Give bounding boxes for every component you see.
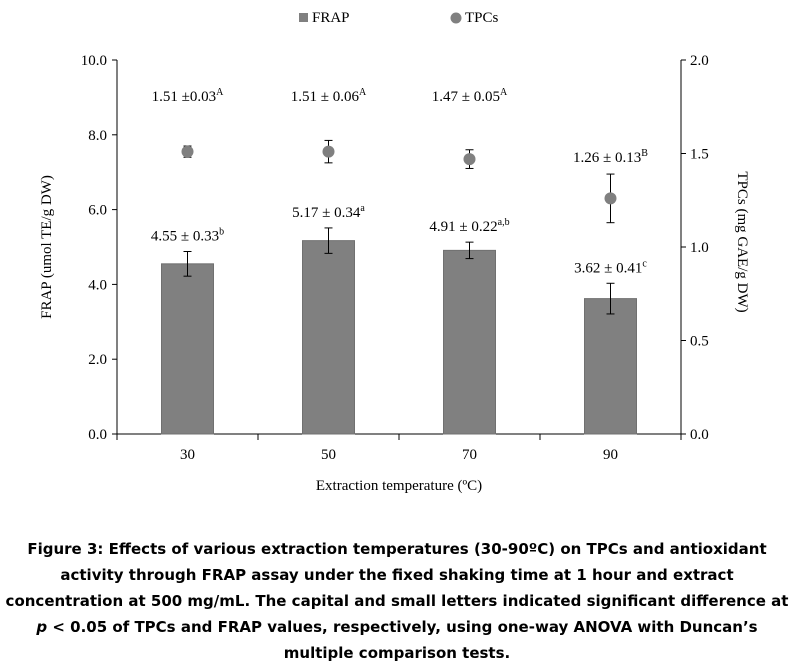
- tpcs-data-label: 1.51 ± 0.06A: [291, 87, 367, 105]
- y-tick-label-left: 0.0: [88, 427, 107, 443]
- x-tick-label: 70: [462, 447, 477, 463]
- y-tick-label-left: 2.0: [88, 352, 107, 368]
- frap-bar: [302, 240, 355, 435]
- tpcs-data-label: 1.47 ± 0.05A: [432, 87, 508, 105]
- legend-tpcs-marker: [450, 12, 462, 24]
- y-tick-label-right: 1.5: [690, 147, 709, 163]
- y-tick-label-right: 0.0: [690, 427, 709, 443]
- tpcs-data-label: 1.51 ±0.03A: [152, 87, 224, 105]
- x-axis-title: Extraction temperature (ºC): [316, 478, 482, 494]
- x-tick-label: 50: [321, 447, 336, 463]
- y-tick-label-left: 6.0: [88, 203, 107, 219]
- legend-tpcs-label: TPCs: [465, 10, 499, 26]
- tpcs-point: [181, 145, 194, 158]
- y-axis-title-right: TPCs (mg GAE/g DW): [734, 171, 750, 312]
- y-tick-label-right: 1.0: [690, 240, 709, 256]
- y-tick-label-right: 2.0: [690, 53, 709, 69]
- figure-caption: Figure 3: Effects of various extraction …: [5, 540, 789, 662]
- frap-data-label: 4.55 ± 0.33b: [151, 226, 224, 244]
- legend-frap-swatch: [299, 13, 308, 22]
- tpcs-point: [463, 153, 476, 166]
- x-tick-label: 30: [180, 447, 195, 463]
- legend-frap-label: FRAP: [312, 10, 350, 26]
- y-tick-label-left: 10.0: [81, 53, 107, 69]
- tpcs-data-label: 1.26 ± 0.13B: [573, 148, 648, 166]
- y-tick-label-left: 8.0: [88, 128, 107, 144]
- tpcs-point: [322, 145, 335, 158]
- chart: 0.0 2.0 4.0 6.0 8.0 10.0 0.0 0.5 1.0 1.5 2.0 30 50 70…: [39, 10, 750, 494]
- frap-data-label: 3.62 ± 0.41c: [574, 258, 647, 276]
- frap-bar: [443, 249, 496, 435]
- frap-bar: [584, 298, 637, 435]
- y-tick-label-right: 0.5: [690, 334, 709, 350]
- frap-bar: [161, 263, 214, 435]
- frap-data-label: 4.91 ± 0.22a,b: [429, 217, 509, 235]
- y-tick-label-left: 4.0: [88, 277, 107, 293]
- frap-data-label: 5.17 ± 0.34a: [292, 203, 365, 221]
- tpcs-point: [604, 192, 617, 205]
- y-axis-title-left: FRAP (umol TE/g DW): [39, 175, 55, 319]
- x-tick-label: 90: [603, 447, 618, 463]
